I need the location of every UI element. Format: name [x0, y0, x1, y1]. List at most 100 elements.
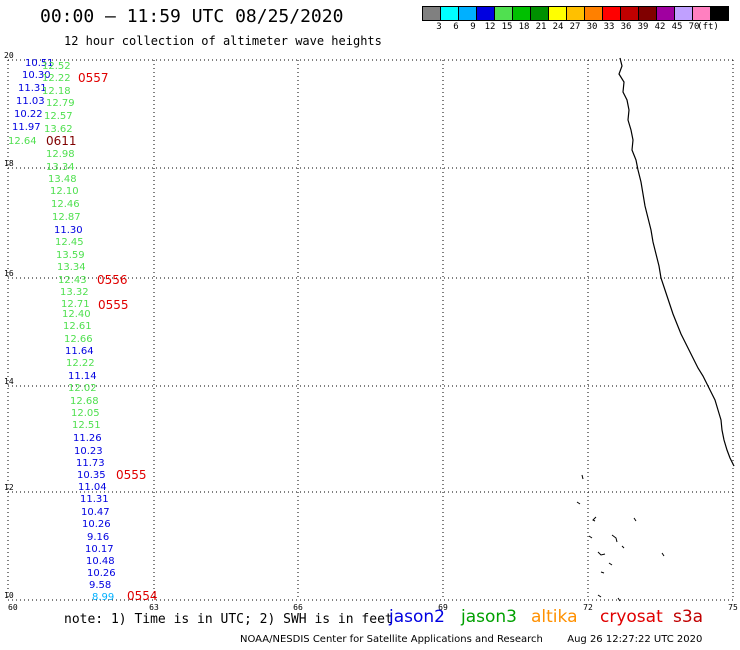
- swh-value-label: 12.51: [72, 420, 101, 431]
- credit-text: NOAA/NESDIS Center for Satellite Applica…: [240, 634, 543, 645]
- swh-value-label: 9.58: [89, 580, 111, 591]
- swh-value-label: 11.26: [73, 433, 102, 444]
- swh-value-label: 8.99: [92, 592, 114, 603]
- swh-value-label: 11.03: [16, 96, 45, 107]
- credit-line: NOAA/NESDIS Center for Satellite Applica…: [240, 634, 702, 645]
- swh-value-label: 11.64: [65, 346, 94, 357]
- satellite-legend-item: jason3: [461, 607, 517, 627]
- swh-value-label: 13.32: [60, 287, 89, 298]
- legend-label: 30: [586, 22, 598, 32]
- x-tick-label: 75: [728, 603, 738, 612]
- legend-label: 33: [603, 22, 615, 32]
- generated-timestamp: Aug 26 12:27:22 UTC 2020: [567, 634, 703, 645]
- swh-value-label: 12.57: [44, 111, 73, 122]
- swh-value-label: 13.62: [44, 124, 73, 135]
- swh-value-label: 12.87: [52, 212, 81, 223]
- color-scale-legend: [422, 6, 729, 21]
- x-tick-label: 63: [149, 603, 159, 612]
- swh-value-label: 11.97: [12, 122, 41, 133]
- legend-unit: (ft): [697, 22, 719, 32]
- swh-value-label: 12.61: [63, 321, 92, 332]
- swh-value-label: 12.66: [64, 334, 93, 345]
- legend-label: 39: [637, 22, 649, 32]
- y-tick-label: 14: [4, 377, 14, 386]
- legend-label: 45: [671, 22, 683, 32]
- swh-value-label: 13.34: [46, 162, 75, 173]
- swh-value-label: 12.71: [61, 299, 90, 310]
- x-tick-label: 69: [438, 603, 448, 612]
- swh-value-label: 10.30: [22, 70, 51, 81]
- pass-time-label: 0557: [78, 71, 109, 85]
- y-tick-label: 20: [4, 51, 14, 60]
- swh-value-label: 12.43: [58, 275, 87, 286]
- swh-value-label: 12.45: [55, 237, 84, 248]
- legend-label: 12: [484, 22, 496, 32]
- swh-value-label: 11.73: [76, 458, 105, 469]
- satellite-legend-item: cryosat: [600, 607, 663, 627]
- swh-value-label: 13.34: [57, 262, 86, 273]
- swh-value-label: 12.52: [42, 61, 71, 72]
- swh-value-label: 13.48: [48, 174, 77, 185]
- swh-value-label: 12.10: [50, 186, 79, 197]
- swh-value-label: 11.14: [68, 371, 97, 382]
- y-tick-label: 10: [4, 591, 14, 600]
- x-tick-label: 72: [583, 603, 593, 612]
- x-tick-label: 60: [8, 603, 18, 612]
- legend-label: 42: [654, 22, 666, 32]
- swh-value-label: 11.30: [54, 225, 83, 236]
- swh-value-label: 10.26: [82, 519, 111, 530]
- pass-time-label: 0555: [116, 468, 147, 482]
- swh-value-label: 12.68: [70, 396, 99, 407]
- satellite-legend-item: altika: [531, 607, 578, 627]
- legend-label: 70: [688, 22, 700, 32]
- swh-value-label: 10.23: [74, 446, 103, 457]
- pass-times: 0557 0611 0556 0555 0555 0554: [46, 71, 158, 603]
- satellite-legend-item: jason2: [389, 607, 445, 627]
- coastline: [618, 57, 735, 467]
- swh-value-label: 10.47: [81, 507, 110, 518]
- swh-value-label: 9.16: [87, 532, 109, 543]
- pass-time-label: 0611: [46, 134, 77, 148]
- island-outlines: [576, 474, 665, 602]
- legend-label: 18: [518, 22, 530, 32]
- swh-value-label: 12.40: [62, 309, 91, 320]
- swh-value-label: 11.04: [78, 482, 107, 493]
- swh-value-label: 10.48: [86, 556, 115, 567]
- swh-value-label: 10.51: [25, 58, 54, 69]
- map-subtitle: 12 hour collection of altimeter wave hei…: [64, 34, 382, 48]
- swh-value-label: 12.22: [66, 358, 95, 369]
- units-note: note: 1) Time is in UTC; 2) SWH is in fe…: [64, 612, 393, 627]
- swh-value-label: 12.18: [42, 86, 71, 97]
- swh-value-label: 12.22: [42, 73, 71, 84]
- swh-value-label: 12.64: [8, 136, 37, 147]
- swh-value-label: 10.22: [14, 109, 43, 120]
- swh-value-label: 12.05: [71, 408, 100, 419]
- swh-value-label: 11.31: [18, 83, 47, 94]
- legend-label: 3: [436, 22, 442, 32]
- swh-value-label: 12.46: [51, 199, 80, 210]
- pass-time-label: 0555: [98, 298, 129, 312]
- swh-value-label: 10.17: [85, 544, 114, 555]
- grid-lines: [7, 59, 734, 601]
- pass-time-label: 0554: [127, 589, 158, 603]
- swh-value-label: 10.26: [87, 568, 116, 579]
- legend-label: 24: [552, 22, 564, 32]
- swh-value-label: 11.31: [80, 494, 109, 505]
- x-tick-label: 66: [293, 603, 303, 612]
- y-tick-label: 18: [4, 159, 14, 168]
- swh-value-label: 12.02: [68, 383, 97, 394]
- legend-label: 9: [470, 22, 476, 32]
- map-title: 00:00 – 11:59 UTC 08/25/2020: [40, 6, 344, 27]
- swh-value-label: 13.59: [56, 250, 85, 261]
- swh-value-label: 12.79: [46, 98, 75, 109]
- swh-value-label: 10.35: [77, 470, 106, 481]
- legend-label: 36: [620, 22, 632, 32]
- legend-label: 6: [453, 22, 459, 32]
- legend-label: 21: [535, 22, 547, 32]
- legend-label: 27: [569, 22, 581, 32]
- satellite-legend-item: s3a: [673, 607, 704, 627]
- y-tick-label: 12: [4, 483, 14, 492]
- axis-labels: 60 63 66 69 72 75 20 18 16 14 12 10: [4, 51, 738, 612]
